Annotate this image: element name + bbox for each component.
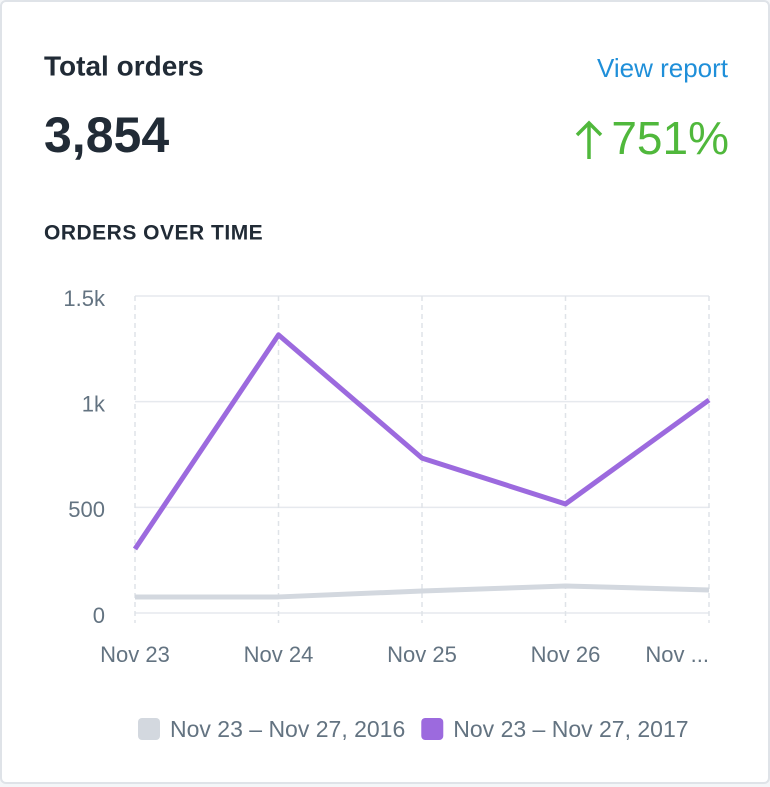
y-tick-label: 0 bbox=[93, 603, 105, 628]
legend-swatch bbox=[138, 718, 160, 740]
y-tick-label: 1k bbox=[82, 391, 106, 416]
view-report-link[interactable]: View report bbox=[597, 53, 729, 83]
total-value: 3,854 bbox=[44, 107, 169, 163]
x-tick-label: Nov ... bbox=[645, 642, 709, 667]
up-arrow-icon bbox=[575, 120, 603, 159]
x-tick-label: Nov 25 bbox=[387, 642, 457, 667]
chart-title: ORDERS OVER TIME bbox=[44, 222, 263, 245]
y-tick-label: 500 bbox=[68, 497, 105, 522]
legend-label: Nov 23 – Nov 27, 2016 bbox=[170, 716, 405, 742]
x-tick-label: Nov 24 bbox=[244, 642, 314, 667]
x-tick-label: Nov 26 bbox=[531, 642, 601, 667]
series-line bbox=[132, 332, 711, 551]
x-tick-label: Nov 23 bbox=[100, 642, 170, 667]
legend-swatch bbox=[421, 718, 444, 740]
y-tick-label: 1.5k bbox=[63, 286, 106, 311]
card-title: Total orders bbox=[44, 50, 204, 81]
series-line bbox=[135, 583, 710, 600]
legend-label: Nov 23 – Nov 27, 2017 bbox=[453, 716, 688, 742]
change-value: 751% bbox=[611, 112, 729, 164]
